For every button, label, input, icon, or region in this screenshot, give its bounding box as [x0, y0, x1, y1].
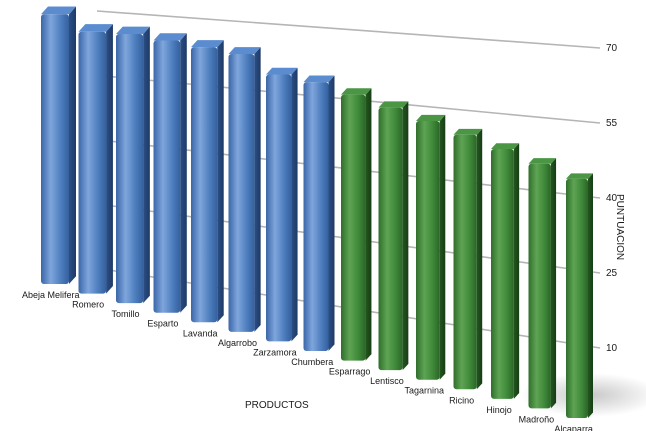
gridline: [96, 10, 601, 49]
bar-madro-o: [528, 158, 557, 409]
x-tick-label: Esparto: [147, 319, 178, 329]
y-axis-ticks: 10 25 40 55 70: [606, 43, 618, 354]
x-tick-label: Ricino: [449, 395, 474, 405]
bar-zarzamora: [266, 67, 298, 342]
x-tick-label: Lavanda: [183, 328, 218, 338]
bar-alcaparra: [566, 173, 593, 418]
x-tick-label: Tomillo: [111, 309, 139, 319]
bar-ricino: [453, 128, 483, 390]
x-tick-label: Romero: [72, 300, 104, 310]
bar-lavanda: [191, 40, 224, 323]
x-tick-label: Chumbera: [291, 357, 333, 367]
x-tick-label: Hinojo: [486, 405, 512, 415]
x-tick-label: Madroño: [519, 414, 555, 424]
y-tick-label: 70: [606, 43, 618, 54]
bar-chumbera: [303, 75, 335, 352]
bar-romero: [78, 24, 113, 294]
bars: [41, 6, 593, 418]
x-tick-label: Alcaparra: [554, 424, 593, 431]
x-tick-label: Abeja Melifera: [22, 290, 80, 300]
bar-tagarnina: [416, 114, 446, 380]
y-tick-label: 25: [606, 268, 618, 279]
bar-hinojo: [491, 143, 520, 399]
x-tick-label: Tagarnina: [405, 386, 445, 396]
bar-tomillo: [116, 26, 150, 304]
x-tick-label: Lentisco: [370, 376, 404, 386]
x-axis-title: PRODUCTOS: [245, 400, 309, 411]
y-tick-label: 10: [606, 343, 618, 354]
x-tick-label: Zarzamora: [253, 347, 297, 357]
bar-esparrago: [341, 88, 372, 361]
y-axis-title: PUNTUACION: [614, 194, 625, 260]
bar-abeja-melifera: [41, 6, 76, 284]
bar-algarrobo: [228, 47, 261, 332]
bar-esparto: [153, 33, 187, 313]
y-tick-label: 40: [606, 193, 618, 204]
y-tick-label: 55: [606, 118, 618, 129]
bar-lentisco: [378, 101, 409, 371]
x-tick-label: Esparrago: [329, 367, 371, 377]
x-tick-label: Algarrobo: [218, 338, 257, 348]
